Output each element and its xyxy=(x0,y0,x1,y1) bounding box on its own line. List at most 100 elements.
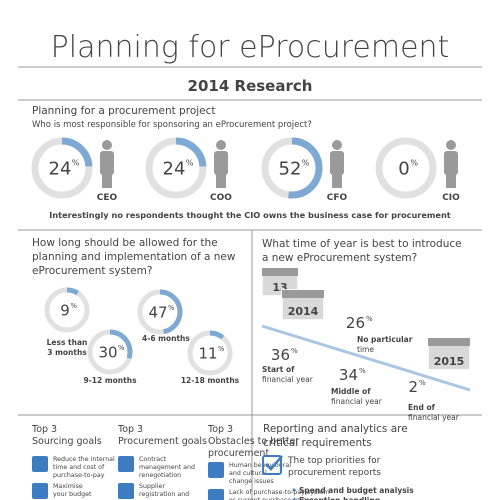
question: a new eProcurement system? xyxy=(262,252,417,264)
role-label: CIO xyxy=(442,193,460,203)
person-legs xyxy=(332,174,342,188)
role-label: COO xyxy=(210,193,232,203)
duration-label: 12-18 months xyxy=(181,376,240,385)
donut-value: 24 xyxy=(49,158,72,179)
report-text: procurement reports xyxy=(288,468,381,478)
goal-title: Top 3 xyxy=(31,424,57,435)
report-check xyxy=(265,455,283,471)
duration-label: Less than xyxy=(47,338,88,347)
person-legs xyxy=(102,174,112,188)
donut-arc xyxy=(137,289,183,335)
donut-value: 11 xyxy=(198,344,217,362)
person-legs xyxy=(216,174,226,188)
donut-value: 24 xyxy=(163,158,186,179)
goal-text: Supplier xyxy=(139,483,165,490)
goal-text: renegotiation xyxy=(139,472,181,479)
donut-arc xyxy=(261,137,323,199)
percent-sign: % xyxy=(291,347,298,355)
donut-arc xyxy=(145,137,207,199)
goal-text: and cultural xyxy=(229,470,267,477)
goal-text: your budget xyxy=(53,491,92,498)
person-body xyxy=(100,151,114,175)
person-legs xyxy=(446,174,456,188)
goal-title: Top 3 xyxy=(207,424,233,435)
timing-label: financial year xyxy=(262,375,314,384)
report-text: The top priorities for xyxy=(287,456,381,466)
calendar-top xyxy=(282,290,324,298)
note: Interestingly no respondents thought the… xyxy=(49,210,451,220)
person-body xyxy=(444,151,458,175)
calendar-top xyxy=(262,268,298,276)
question: eProcurement system? xyxy=(32,265,152,277)
report-bullet: Exception handling xyxy=(299,496,380,500)
percent-sign: % xyxy=(302,157,310,167)
percent-sign: % xyxy=(72,157,80,167)
duration-label: 4-6 months xyxy=(142,334,190,343)
timing-value: 34 xyxy=(339,366,358,384)
role-label: CFO xyxy=(327,193,348,203)
donut-value: 9 xyxy=(60,301,70,319)
duration-label: 3 months xyxy=(47,348,87,357)
calendar-top xyxy=(428,338,470,346)
person-head xyxy=(102,140,112,150)
goal-title: Top 3 xyxy=(117,424,143,435)
goal-text: Human behavioural xyxy=(229,462,291,469)
goal-icon xyxy=(208,462,224,478)
person-head xyxy=(332,140,342,150)
timing-label: End of xyxy=(408,403,436,412)
goal-title: Sourcing goals xyxy=(32,436,102,447)
timing-label: Middle of xyxy=(331,387,371,396)
donut-arc xyxy=(31,137,93,199)
goal-text: purchase-to-pay xyxy=(53,472,105,479)
donut-track xyxy=(375,137,437,199)
subtitle: 2014 Research xyxy=(188,77,313,95)
goal-title: Obstacles to better xyxy=(208,436,299,447)
percent-sign: % xyxy=(359,367,366,375)
goal-icon xyxy=(32,483,48,499)
section-heading: critical requirements xyxy=(263,437,372,449)
percent-sign: % xyxy=(410,157,418,167)
question: What time of year is best to introduce xyxy=(262,238,462,250)
timing-value: 36 xyxy=(271,346,290,364)
goal-text: or current purchase-to-pay xyxy=(229,497,314,500)
percent-sign: % xyxy=(366,315,373,323)
donut-arc xyxy=(187,330,233,376)
title: Planning for eProcurement xyxy=(51,30,450,65)
duration-label: 9-12 months xyxy=(83,376,137,385)
role-icons xyxy=(100,140,458,188)
timing-label: financial year xyxy=(331,397,383,406)
goal-icon xyxy=(208,489,224,500)
timing-label: financial year xyxy=(408,413,460,422)
question: How long should be allowed for the xyxy=(32,237,218,249)
goal-text: Lack of purchase-to-pay system xyxy=(229,489,330,496)
report-bullet: Spend and budget analysis xyxy=(299,486,414,495)
goal-text: time and cost of xyxy=(53,464,105,471)
bullet xyxy=(292,488,296,492)
donut-value: 0 xyxy=(398,158,409,179)
goal-title: Procurement goals xyxy=(118,436,207,447)
question: Who is most responsible for sponsoring a… xyxy=(32,120,312,130)
timing-value: 2 xyxy=(408,378,418,396)
goal-title: procurement xyxy=(208,448,269,459)
donut-arc xyxy=(87,329,133,375)
percent-sign: % xyxy=(168,304,175,312)
person-head xyxy=(446,140,456,150)
goal-icon xyxy=(118,456,134,472)
calendar-label: 2014 xyxy=(288,305,319,318)
section-heading: Reporting and analytics are xyxy=(263,423,408,435)
donut-value: 47 xyxy=(148,303,167,321)
percent-sign: % xyxy=(419,379,426,387)
person-head xyxy=(216,140,226,150)
goal-text: Contract xyxy=(139,456,167,463)
timing-value: 26 xyxy=(346,314,365,332)
percent-sign: % xyxy=(118,344,125,352)
goal-icon xyxy=(118,483,134,499)
report-icon xyxy=(262,455,282,475)
goal-text: registration and xyxy=(139,491,189,498)
percent-sign: % xyxy=(218,345,225,353)
person-body xyxy=(214,151,228,175)
calendar-label: 2015 xyxy=(434,355,465,368)
goal-text: change issues xyxy=(229,478,274,485)
percent-sign: % xyxy=(186,157,194,167)
